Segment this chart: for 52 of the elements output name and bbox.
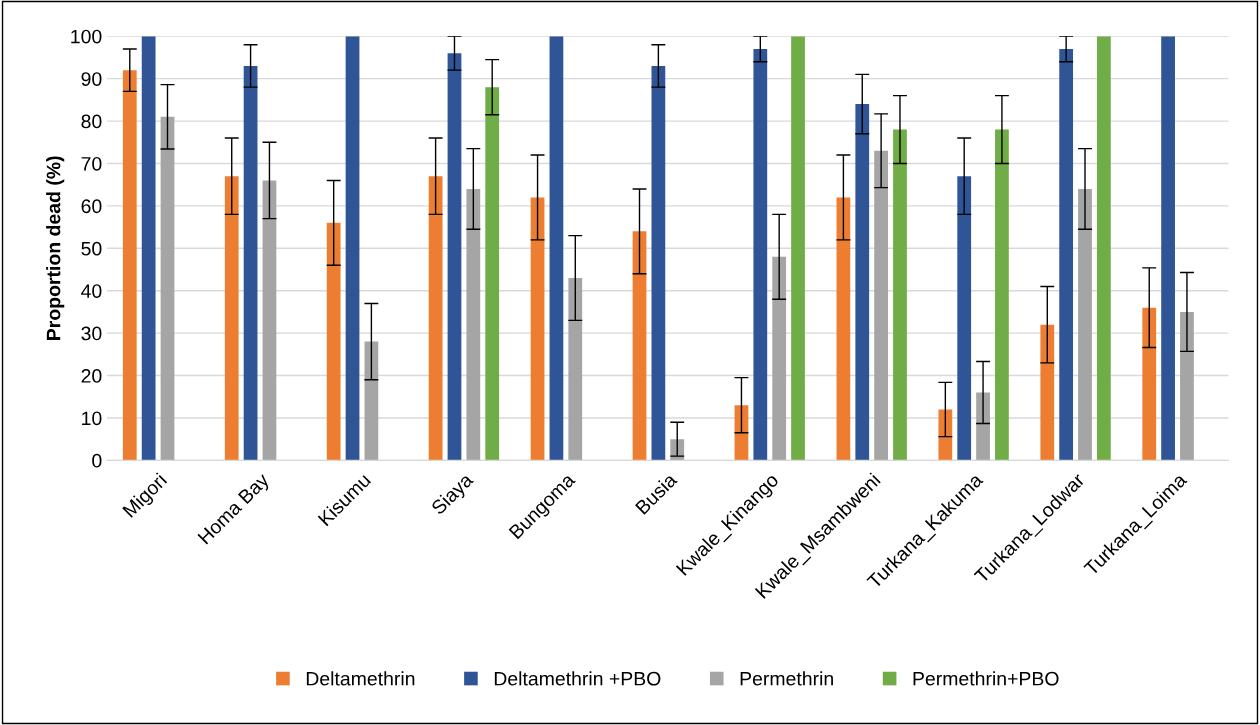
y-tick-label: 30	[81, 326, 102, 341]
legend-label: Deltamethrin	[306, 671, 415, 686]
bar	[485, 87, 500, 461]
bar	[568, 278, 583, 461]
bar	[141, 36, 156, 461]
bar	[957, 176, 972, 461]
bar	[224, 176, 239, 461]
bar	[1078, 188, 1092, 461]
legend-label: Permethrin+PBO	[913, 671, 1059, 686]
bar	[995, 129, 1009, 461]
y-tick-label: 50	[81, 241, 102, 256]
bar	[1040, 324, 1055, 461]
bar	[530, 197, 545, 461]
bar	[772, 256, 787, 461]
bar	[651, 65, 666, 461]
bar	[1059, 48, 1074, 461]
bar	[976, 392, 990, 461]
y-tick-label: 20	[81, 369, 102, 383]
bar	[874, 150, 888, 461]
y-tick-label: 100	[71, 29, 102, 44]
legend-label: Deltamethrin +PBO	[494, 671, 661, 686]
bar	[262, 180, 277, 461]
y-tick-label: 10	[82, 411, 102, 426]
bar	[345, 36, 360, 461]
bar	[364, 341, 379, 461]
bar	[428, 176, 443, 461]
y-tick-label: 80	[81, 114, 102, 129]
y-axis-title: Proportion dead (%)	[46, 156, 65, 340]
y-tick-label: 90	[81, 72, 102, 86]
y-tick-label: 40	[81, 284, 102, 298]
bar	[938, 409, 953, 461]
bar	[466, 188, 481, 461]
bar	[243, 65, 258, 461]
legend-label: Permethrin	[740, 671, 833, 686]
y-tick-label: 70	[81, 156, 102, 171]
bar	[632, 231, 647, 461]
bar	[836, 197, 851, 461]
bar	[1180, 311, 1194, 461]
bar	[791, 36, 805, 461]
bar	[447, 53, 462, 461]
bar	[122, 70, 137, 461]
bar	[753, 48, 768, 461]
y-tick-label: 0	[92, 453, 102, 468]
y-tick-label: 60	[81, 199, 102, 214]
bar	[893, 129, 907, 461]
bar	[326, 222, 341, 461]
bar	[549, 36, 564, 461]
bar	[160, 116, 175, 461]
bar	[1096, 36, 1111, 461]
bar	[1161, 36, 1175, 461]
bar	[855, 104, 870, 461]
bar	[1142, 307, 1157, 461]
